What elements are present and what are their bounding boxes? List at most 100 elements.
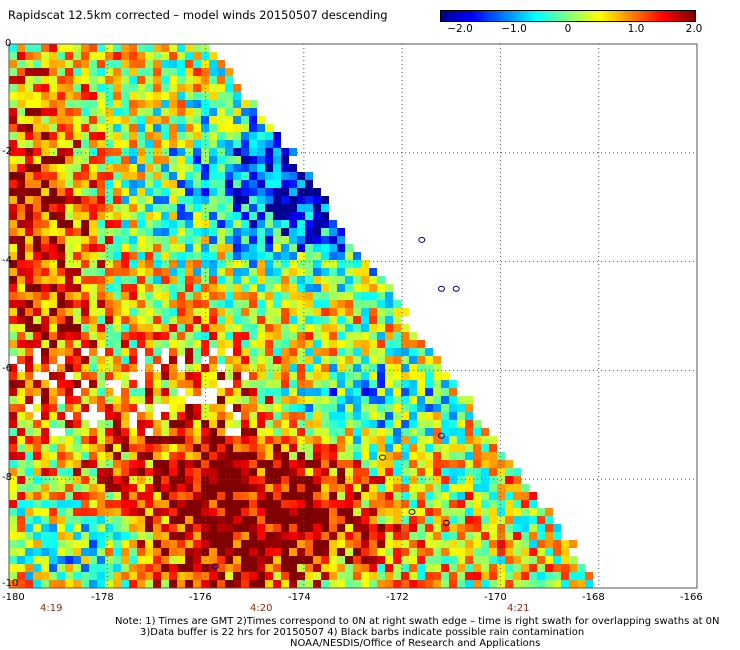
wind-cell xyxy=(249,532,257,540)
wind-cell xyxy=(201,84,209,92)
wind-cell xyxy=(169,180,177,188)
wind-cell xyxy=(241,244,249,252)
wind-cell xyxy=(305,292,313,300)
wind-cell xyxy=(233,476,241,484)
wind-cell xyxy=(225,332,233,340)
wind-cell xyxy=(137,532,145,540)
wind-cell xyxy=(425,388,433,396)
wind-cell xyxy=(41,108,49,116)
wind-cell xyxy=(25,396,33,404)
wind-cell xyxy=(281,356,289,364)
wind-cell xyxy=(89,52,97,60)
wind-cell xyxy=(233,484,241,492)
wind-cell xyxy=(57,420,65,428)
wind-cell xyxy=(417,364,425,372)
wind-cell xyxy=(65,116,73,124)
wind-cell xyxy=(65,324,73,332)
wind-cell xyxy=(105,484,113,492)
wind-cell xyxy=(65,284,73,292)
wind-cell xyxy=(297,276,305,284)
wind-cell xyxy=(81,548,89,556)
wind-cell xyxy=(145,356,153,364)
wind-cell xyxy=(49,444,57,452)
wind-cell xyxy=(9,460,17,468)
wind-cell xyxy=(257,132,265,140)
wind-cell xyxy=(297,500,305,508)
wind-cell xyxy=(417,388,425,396)
wind-cell xyxy=(257,580,265,588)
wind-cell xyxy=(81,76,89,84)
wind-cell xyxy=(297,260,305,268)
wind-cell xyxy=(273,572,281,580)
wind-cell xyxy=(57,340,65,348)
wind-cell xyxy=(33,316,41,324)
wind-cell xyxy=(329,476,337,484)
wind-cell xyxy=(233,292,241,300)
wind-cell xyxy=(153,124,161,132)
wind-cell xyxy=(505,460,513,468)
wind-cell xyxy=(121,572,129,580)
wind-cell xyxy=(17,220,25,228)
wind-cell xyxy=(345,540,353,548)
wind-cell xyxy=(201,548,209,556)
wind-cell xyxy=(305,364,313,372)
wind-cell xyxy=(57,444,65,452)
wind-cell xyxy=(57,492,65,500)
wind-cell xyxy=(121,460,129,468)
wind-cell xyxy=(273,292,281,300)
wind-cell xyxy=(41,500,49,508)
wind-cell xyxy=(249,268,257,276)
wind-cell xyxy=(153,428,161,436)
wind-cell xyxy=(385,460,393,468)
wind-cell xyxy=(97,188,105,196)
x-tick-label: -170 xyxy=(484,592,507,603)
wind-cell xyxy=(193,348,201,356)
wind-cell xyxy=(369,468,377,476)
wind-cell xyxy=(353,452,361,460)
wind-cell xyxy=(169,132,177,140)
wind-cell xyxy=(521,556,529,564)
wind-cell xyxy=(9,468,17,476)
wind-cell xyxy=(65,564,73,572)
wind-cell xyxy=(249,572,257,580)
wind-cell xyxy=(481,532,489,540)
wind-cell xyxy=(393,436,401,444)
wind-cell xyxy=(169,316,177,324)
wind-cell xyxy=(385,380,393,388)
wind-cell xyxy=(313,372,321,380)
wind-cell xyxy=(185,92,193,100)
wind-cell xyxy=(145,452,153,460)
wind-cell xyxy=(225,260,233,268)
wind-cell xyxy=(185,68,193,76)
wind-cell xyxy=(337,540,345,548)
wind-cell xyxy=(225,124,233,132)
wind-cell xyxy=(145,284,153,292)
wind-cell xyxy=(193,356,201,364)
wind-cell xyxy=(185,540,193,548)
wind-cell xyxy=(49,468,57,476)
wind-cell xyxy=(57,92,65,100)
wind-cell xyxy=(161,308,169,316)
wind-cell xyxy=(329,324,337,332)
wind-cell xyxy=(249,124,257,132)
wind-cell xyxy=(193,284,201,292)
wind-cell xyxy=(313,412,321,420)
wind-cell xyxy=(273,516,281,524)
wind-cell xyxy=(121,252,129,260)
wind-cell xyxy=(425,540,433,548)
wind-cell xyxy=(89,428,97,436)
wind-cell xyxy=(105,260,113,268)
wind-cell xyxy=(33,332,41,340)
wind-cell xyxy=(185,332,193,340)
wind-cell xyxy=(433,492,441,500)
wind-cell xyxy=(89,252,97,260)
wind-cell xyxy=(289,252,297,260)
wind-cell xyxy=(97,484,105,492)
wind-cell xyxy=(377,308,385,316)
wind-cell xyxy=(81,108,89,116)
wind-cell xyxy=(73,412,81,420)
wind-cell xyxy=(177,348,185,356)
x-tick-label: -180 xyxy=(2,592,25,603)
wind-cell xyxy=(401,340,409,348)
wind-cell xyxy=(257,396,265,404)
